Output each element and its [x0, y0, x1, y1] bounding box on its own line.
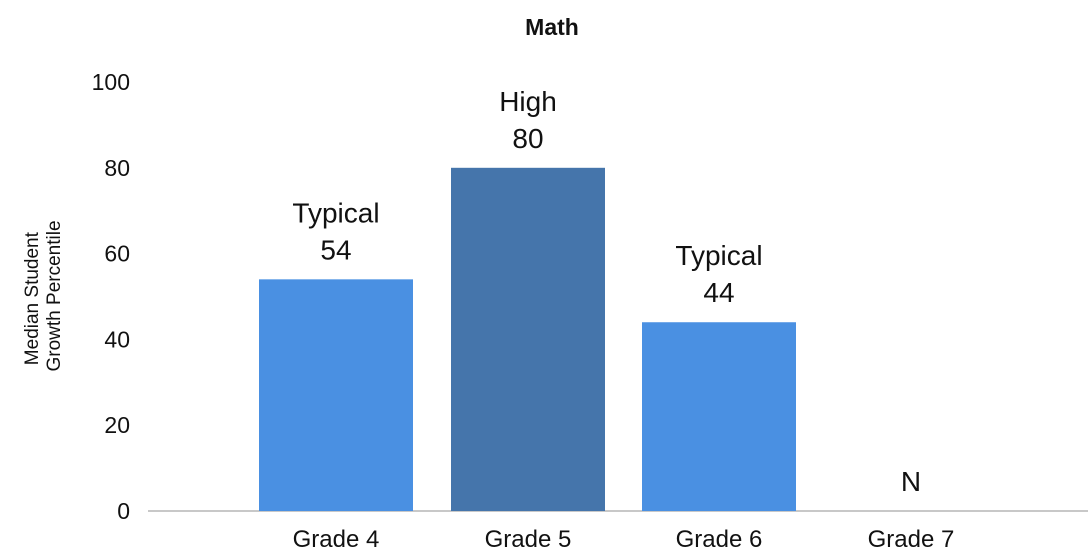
x-tick-label: Grade 4 [293, 526, 380, 552]
chart-title: Math [525, 14, 579, 40]
y-tick-label: 0 [117, 498, 130, 524]
bar-data-label: Typical [675, 240, 762, 271]
bar-grade-6 [642, 322, 796, 511]
bar-data-label: N [901, 466, 921, 497]
y-tick-label: 60 [104, 241, 130, 267]
y-axis-ticks: 0 20 40 60 80 100 [92, 69, 130, 524]
bar-grade-5 [451, 167, 605, 512]
x-tick-label: Grade 6 [676, 526, 763, 552]
y-tick-label: 100 [92, 69, 130, 95]
y-tick-label: 80 [104, 155, 130, 181]
bar-data-label: 80 [512, 123, 543, 154]
bar-data-label: High [499, 86, 557, 117]
y-axis-label-line-1: Median Student [22, 231, 43, 365]
x-tick-label: Grade 5 [485, 526, 572, 552]
y-tick-label: 20 [104, 412, 130, 438]
x-tick-label: Grade 7 [868, 526, 955, 552]
y-axis-label: Median Student Growth Percentile [22, 220, 65, 371]
x-axis-ticks: Grade 4 Grade 5 Grade 6 Grade 7 [293, 526, 955, 552]
bar-grade-4 [259, 279, 413, 511]
y-tick-label: 40 [104, 326, 130, 352]
bar-data-label: 54 [320, 234, 351, 265]
bar-labels: Typical 54 High 80 Typical 44 N [292, 86, 921, 497]
y-axis-label-line-2: Growth Percentile [44, 220, 65, 371]
bar-data-label: Typical [292, 197, 379, 228]
bars [259, 167, 796, 512]
bar-data-label: 44 [703, 277, 734, 308]
